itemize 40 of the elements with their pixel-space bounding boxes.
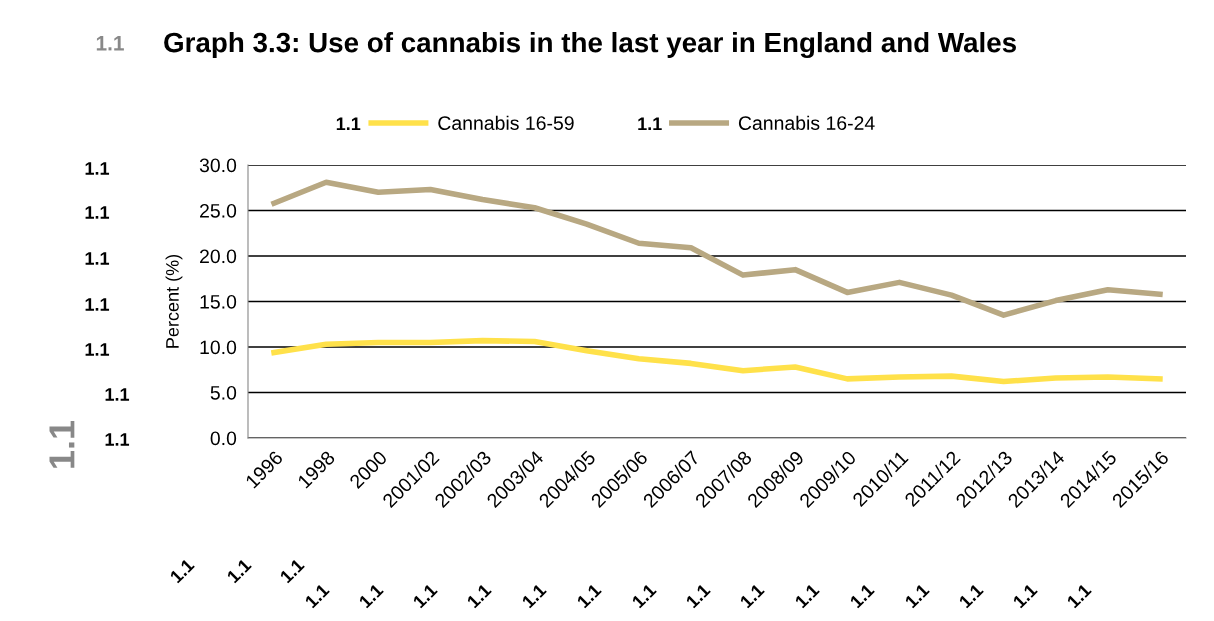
chart-title: Graph 3.3: Use of cannabis in the last year in England and Wales <box>164 31 1016 59</box>
text: 1.1 <box>105 433 130 446</box>
y-tick-label: 25.0 <box>200 203 237 218</box>
text: 1.1 <box>794 583 820 609</box>
text: 1.1 <box>96 36 124 51</box>
text: 1.1 <box>849 583 875 609</box>
text: 1.1 <box>85 206 110 219</box>
text: 1.1 <box>85 298 110 311</box>
text: 1.1 <box>958 583 984 609</box>
text: 1.1 <box>521 583 547 609</box>
text: 1.1 <box>1012 583 1038 609</box>
text: 1.1 <box>638 117 662 131</box>
text: 1.1 <box>85 343 110 356</box>
text: 1.1 <box>226 558 252 584</box>
text: 1.1 <box>412 583 438 609</box>
text: 1.1 <box>358 583 384 609</box>
text: 1.1 <box>336 117 361 131</box>
y-axis-title: Percent (%) <box>165 254 183 348</box>
text: 1.1 <box>279 558 305 584</box>
y-tick-label: 5.0 <box>210 385 237 400</box>
text: 1.1 <box>85 252 110 265</box>
y-tick-label: 0.0 <box>210 431 237 446</box>
text: 1.1 <box>1066 583 1092 609</box>
text: 1.1 <box>85 162 110 175</box>
text: 1.1 <box>904 583 930 609</box>
y-tick-label: 20.0 <box>200 249 237 264</box>
text: 1.1 <box>304 583 330 609</box>
text: 1.1 <box>105 388 130 401</box>
y-tick-label: 10.0 <box>200 340 237 355</box>
text: 1.1 <box>739 583 765 609</box>
text: 1.1 <box>49 420 75 468</box>
text: 1.1 <box>685 583 711 609</box>
text: 1.1 <box>576 583 602 609</box>
y-tick-label: 15.0 <box>200 294 237 309</box>
text: 1.1 <box>466 583 492 609</box>
legend-label: Cannabis 16-24 <box>738 115 875 131</box>
text: 1.1 <box>631 583 657 609</box>
legend-label: Cannabis 16-59 <box>438 115 574 131</box>
text: 1.1 <box>169 558 195 584</box>
y-tick-label: 30.0 <box>199 158 237 173</box>
